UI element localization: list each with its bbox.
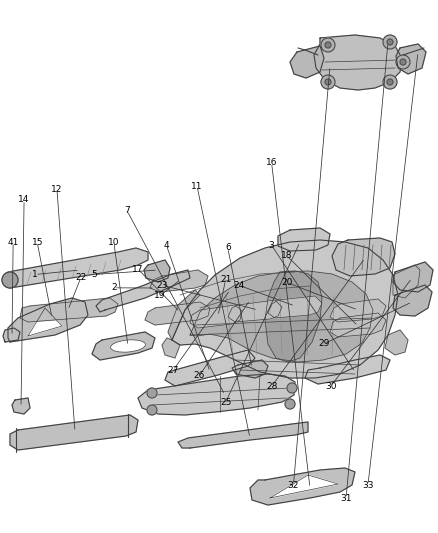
Text: 30: 30: [325, 382, 336, 391]
Polygon shape: [162, 338, 180, 358]
Circle shape: [321, 38, 335, 52]
Polygon shape: [150, 270, 208, 292]
Circle shape: [285, 399, 295, 409]
Text: 16: 16: [266, 158, 277, 167]
Polygon shape: [290, 46, 324, 78]
Polygon shape: [28, 308, 62, 336]
Circle shape: [396, 55, 410, 69]
Polygon shape: [96, 270, 190, 312]
Polygon shape: [178, 422, 308, 448]
Text: 12: 12: [51, 185, 63, 193]
Polygon shape: [190, 271, 373, 362]
Polygon shape: [330, 299, 386, 322]
Polygon shape: [393, 285, 432, 316]
Circle shape: [383, 75, 397, 89]
Polygon shape: [20, 298, 118, 322]
Polygon shape: [5, 248, 148, 288]
Text: 6: 6: [225, 244, 231, 252]
Polygon shape: [3, 328, 20, 342]
Polygon shape: [332, 238, 395, 276]
Text: 1: 1: [32, 270, 38, 279]
Polygon shape: [270, 475, 338, 498]
Text: 31: 31: [340, 494, 352, 503]
Text: 2: 2: [111, 284, 117, 292]
Text: 5: 5: [91, 270, 97, 279]
Polygon shape: [10, 415, 138, 450]
Text: 18: 18: [281, 252, 293, 260]
Text: 7: 7: [124, 206, 130, 215]
Circle shape: [287, 383, 297, 393]
Polygon shape: [393, 262, 433, 292]
Polygon shape: [190, 305, 242, 328]
Polygon shape: [172, 240, 398, 378]
Text: 24: 24: [233, 281, 244, 289]
Polygon shape: [165, 350, 255, 386]
Text: 21: 21: [220, 276, 231, 284]
Circle shape: [325, 42, 331, 48]
Circle shape: [147, 405, 157, 415]
Circle shape: [147, 388, 157, 398]
Text: 32: 32: [288, 481, 299, 489]
Polygon shape: [278, 228, 330, 251]
Circle shape: [400, 59, 406, 65]
Polygon shape: [330, 313, 386, 337]
Text: 25: 25: [220, 398, 231, 407]
Text: 11: 11: [191, 182, 203, 191]
Text: 26: 26: [194, 372, 205, 380]
Circle shape: [325, 79, 331, 85]
Text: 29: 29: [318, 340, 330, 348]
Text: 4: 4: [164, 241, 169, 249]
Polygon shape: [385, 330, 408, 355]
Polygon shape: [168, 290, 200, 340]
Text: 22: 22: [75, 273, 87, 281]
Circle shape: [321, 75, 335, 89]
Text: 19: 19: [154, 292, 166, 300]
Text: 17: 17: [132, 265, 144, 273]
Polygon shape: [92, 332, 155, 360]
Polygon shape: [305, 355, 390, 384]
Polygon shape: [232, 360, 268, 378]
Text: 41: 41: [7, 238, 19, 247]
Circle shape: [387, 79, 393, 85]
Text: 27: 27: [167, 366, 179, 375]
Text: 10: 10: [108, 238, 120, 247]
Polygon shape: [250, 468, 355, 505]
Polygon shape: [145, 302, 210, 325]
Text: 33: 33: [362, 481, 374, 489]
Circle shape: [387, 39, 393, 45]
Ellipse shape: [110, 340, 145, 352]
Text: 15: 15: [32, 238, 43, 247]
Text: 28: 28: [266, 382, 277, 391]
Polygon shape: [396, 44, 426, 74]
Polygon shape: [8, 298, 88, 342]
Polygon shape: [314, 35, 402, 90]
Polygon shape: [138, 374, 295, 415]
Text: 20: 20: [281, 278, 293, 287]
Polygon shape: [393, 265, 420, 298]
Polygon shape: [144, 260, 170, 282]
Polygon shape: [228, 300, 282, 322]
Polygon shape: [268, 296, 322, 318]
Polygon shape: [265, 271, 322, 362]
Text: 3: 3: [268, 241, 275, 249]
Circle shape: [383, 35, 397, 49]
Text: 23: 23: [156, 281, 168, 289]
Polygon shape: [12, 398, 30, 414]
Circle shape: [2, 272, 18, 288]
Text: 14: 14: [18, 196, 30, 204]
